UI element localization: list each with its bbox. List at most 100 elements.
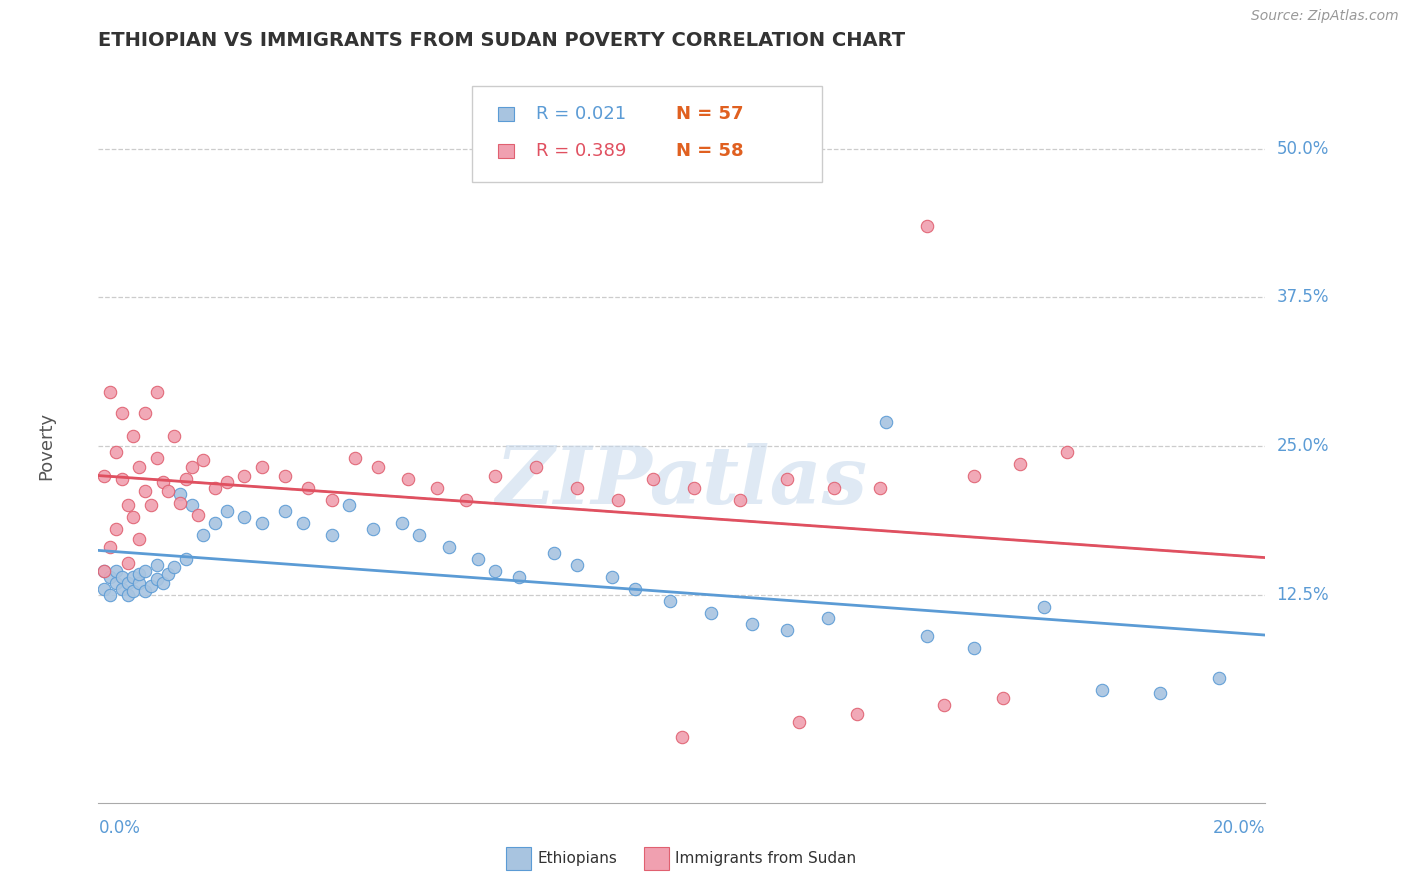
Point	[396, 472, 419, 486]
Point	[776, 624, 799, 638]
Point	[728, 492, 751, 507]
Point	[128, 460, 150, 475]
Point	[193, 528, 215, 542]
FancyBboxPatch shape	[498, 107, 513, 121]
Point	[169, 486, 191, 500]
Text: ZIPatlas: ZIPatlas	[496, 443, 868, 520]
Point	[128, 575, 150, 590]
Text: N = 57: N = 57	[676, 105, 744, 123]
Point	[146, 385, 169, 400]
Point	[98, 588, 121, 602]
Point	[193, 453, 215, 467]
Point	[361, 522, 384, 536]
Point	[122, 584, 145, 599]
Point	[274, 468, 297, 483]
Text: ETHIOPIAN VS IMMIGRANTS FROM SUDAN POVERTY CORRELATION CHART: ETHIOPIAN VS IMMIGRANTS FROM SUDAN POVER…	[98, 31, 905, 50]
Point	[776, 472, 799, 486]
Point	[134, 484, 156, 499]
Point	[467, 552, 489, 566]
Point	[344, 450, 367, 465]
FancyBboxPatch shape	[472, 86, 823, 182]
Point	[98, 570, 121, 584]
Point	[163, 560, 186, 574]
Point	[659, 593, 682, 607]
Point	[484, 468, 506, 483]
Point	[233, 510, 256, 524]
Point	[134, 564, 156, 578]
Point	[134, 406, 156, 420]
Point	[111, 472, 134, 486]
Point	[1056, 445, 1078, 459]
Text: 0.0%: 0.0%	[98, 820, 141, 838]
Point	[606, 492, 628, 507]
Point	[204, 516, 226, 531]
Point	[291, 516, 314, 531]
Point	[152, 575, 174, 590]
Point	[297, 481, 319, 495]
Point	[117, 588, 139, 602]
Point	[134, 584, 156, 599]
Point	[869, 481, 891, 495]
Point	[600, 570, 623, 584]
Point	[180, 499, 202, 513]
Point	[817, 611, 839, 625]
Point	[93, 582, 115, 596]
Point	[337, 499, 360, 513]
Point	[104, 575, 127, 590]
Point	[524, 460, 547, 475]
Point	[139, 579, 162, 593]
Point	[274, 504, 297, 518]
Point	[174, 472, 197, 486]
Point	[1208, 671, 1230, 685]
Point	[700, 606, 723, 620]
Text: Immigrants from Sudan: Immigrants from Sudan	[675, 852, 856, 866]
Text: R = 0.021: R = 0.021	[536, 105, 626, 123]
Point	[250, 460, 273, 475]
Point	[215, 475, 238, 489]
Point	[915, 219, 938, 233]
Point	[169, 496, 191, 510]
Point	[624, 582, 647, 596]
Text: 12.5%: 12.5%	[1277, 586, 1329, 604]
Point	[98, 385, 121, 400]
Point	[1010, 457, 1032, 471]
Point	[391, 516, 413, 531]
Point	[93, 564, 115, 578]
Point	[437, 540, 460, 554]
Point	[408, 528, 430, 542]
Point	[117, 499, 139, 513]
Point	[367, 460, 389, 475]
Text: Ethiopians: Ethiopians	[537, 852, 617, 866]
Text: 25.0%: 25.0%	[1277, 437, 1329, 455]
Point	[117, 575, 139, 590]
Point	[962, 468, 984, 483]
Point	[1149, 686, 1171, 700]
Point	[1032, 599, 1054, 614]
Point	[187, 508, 209, 522]
Point	[111, 406, 134, 420]
Point	[875, 415, 897, 429]
Point	[163, 429, 186, 443]
Point	[146, 450, 169, 465]
Point	[122, 570, 145, 584]
Point	[139, 499, 162, 513]
Point	[111, 570, 134, 584]
Point	[104, 522, 127, 536]
Point	[565, 481, 588, 495]
Point	[233, 468, 256, 483]
Point	[321, 492, 343, 507]
Text: N = 58: N = 58	[676, 143, 744, 161]
Point	[152, 475, 174, 489]
Point	[1091, 682, 1114, 697]
Text: Poverty: Poverty	[37, 412, 55, 480]
Point	[682, 481, 704, 495]
Point	[962, 641, 984, 656]
Point	[174, 552, 197, 566]
Point	[741, 617, 763, 632]
Text: R = 0.389: R = 0.389	[536, 143, 627, 161]
Point	[180, 460, 202, 475]
Point	[543, 546, 565, 560]
Point	[671, 731, 693, 745]
Point	[250, 516, 273, 531]
Point	[111, 582, 134, 596]
